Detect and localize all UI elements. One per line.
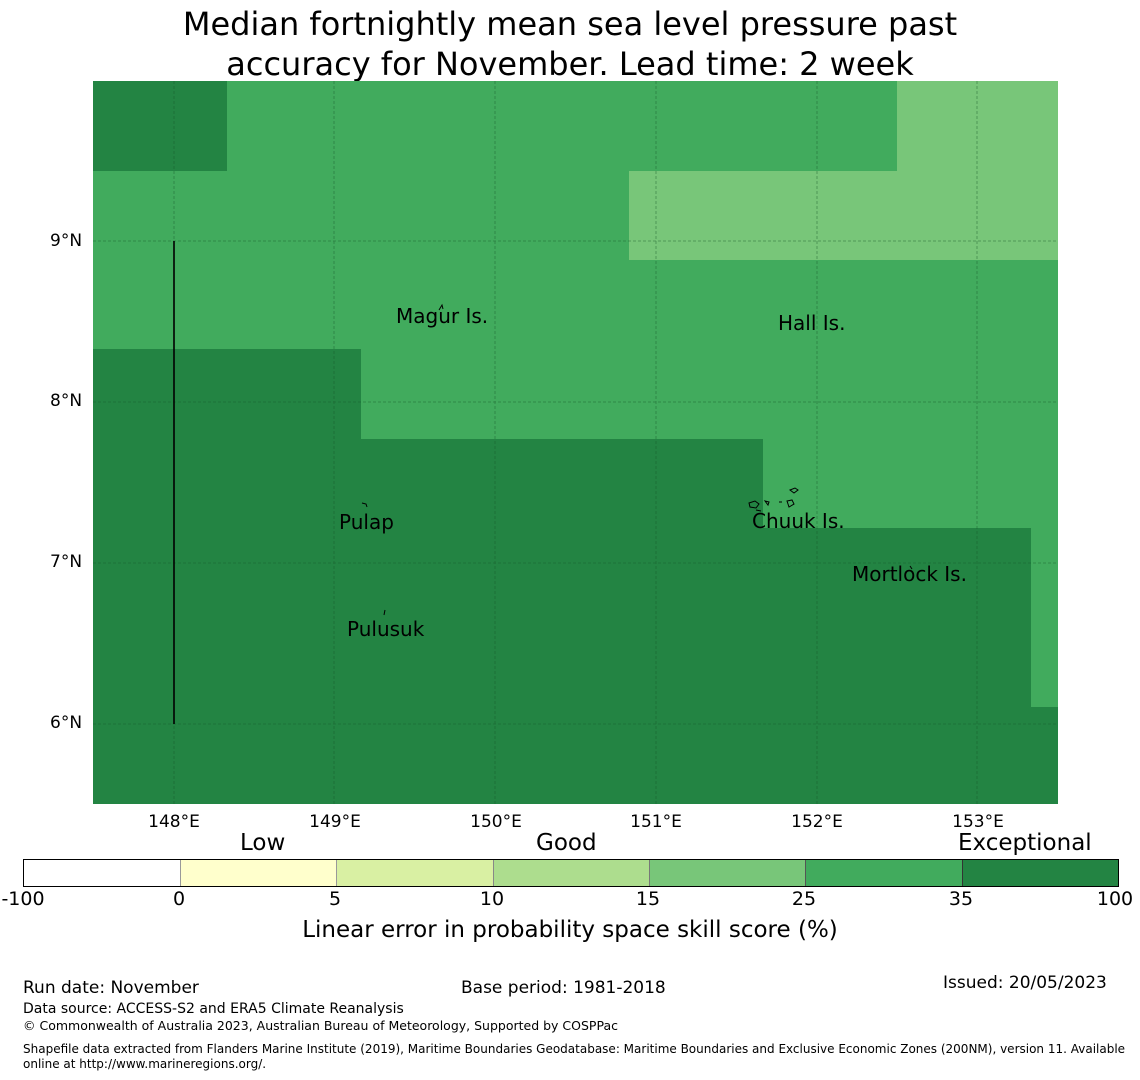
skill-region-good-east <box>763 439 1058 528</box>
island-label-pulusuk: Pulusuk <box>347 617 425 641</box>
issued-date: Issued: 20/05/2023 <box>943 973 1107 993</box>
colorbar-tick-0: -100 <box>1 888 45 910</box>
map-panel: Magur Is. Hall Is. Pulap Chuuk Is. Mortl… <box>93 81 1058 804</box>
skill-region-good-ne-band <box>629 171 1058 260</box>
colorbar-tick-5: 25 <box>791 888 817 910</box>
lon-tick-151: 151°E <box>630 812 682 832</box>
skill-region-good-ne <box>897 81 1058 171</box>
title-line-2: accuracy for November. Lead time: 2 week <box>226 45 914 83</box>
base-period: Base period: 1981-2018 <box>461 978 666 998</box>
colorbar-segment-1 <box>24 860 180 886</box>
map-overlay <box>93 81 1058 804</box>
lat-tick-8: 8°N <box>50 391 83 411</box>
data-source: Data source: ACCESS-S2 and ERA5 Climate … <box>23 1001 404 1017</box>
colorbar-segment-4 <box>493 860 649 886</box>
lat-tick-7: 7°N <box>50 552 83 572</box>
category-good: Good <box>536 830 597 856</box>
lon-tick-153: 153°E <box>952 812 1004 832</box>
colorbar-label: Linear error in probability space skill … <box>302 917 838 943</box>
lon-tick-150: 150°E <box>470 812 522 832</box>
colorbar-tick-7: 100 <box>1096 888 1134 910</box>
lon-tick-148: 148°E <box>148 812 200 832</box>
colorbar-tick-4: 15 <box>635 888 661 910</box>
category-exceptional: Exceptional <box>958 830 1092 856</box>
colorbar-tick-1: 0 <box>172 888 186 910</box>
island-label-chuuk: Chuuk Is. <box>752 509 845 533</box>
skill-region-good-center <box>361 349 1058 439</box>
chuuk-reef-shape <box>748 487 799 512</box>
copyright: © Commonwealth of Australia 2023, Austra… <box>23 1018 618 1033</box>
colorbar-segment-3 <box>336 860 493 886</box>
shapefile-credit-line-1: Shapefile data extracted from Flanders M… <box>23 1042 1126 1056</box>
colorbar-tick-2: 5 <box>328 888 342 910</box>
colorbar-tick-6: 35 <box>948 888 974 910</box>
lon-tick-149: 149°E <box>309 812 361 832</box>
shapefile-credit-line-2: online at http://www.marineregions.org/. <box>23 1057 267 1071</box>
skill-region-exceptional-nw <box>93 81 227 171</box>
island-label-magur: Magur Is. <box>396 304 489 328</box>
island-label-hall: Hall Is. <box>778 311 846 335</box>
island-label-pulap: Pulap <box>339 510 394 534</box>
run-date: Run date: November <box>23 978 199 998</box>
skill-region-good-east-strip <box>1031 528 1058 707</box>
island-label-mortlock: Mortlock Is. <box>852 562 967 586</box>
colorbar <box>23 859 1119 887</box>
magur-island-shape <box>438 303 444 311</box>
colorbar-segment-5 <box>649 860 805 886</box>
chart-title: Median fortnightly mean sea level pressu… <box>0 4 1140 84</box>
pulusuk-island-shape <box>383 609 386 616</box>
lat-tick-9: 9°N <box>50 231 83 251</box>
colorbar-segment-6 <box>805 860 962 886</box>
colorbar-segment-2 <box>180 860 336 886</box>
mortlock-island-shape <box>909 565 913 570</box>
pulap-island-shape <box>361 502 368 508</box>
lat-tick-6: 6°N <box>50 713 83 733</box>
colorbar-tick-3: 10 <box>479 888 505 910</box>
category-low: Low <box>240 830 286 856</box>
lon-tick-152: 152°E <box>791 812 843 832</box>
colorbar-segment-7 <box>962 860 1118 886</box>
title-line-1: Median fortnightly mean sea level pressu… <box>182 5 958 43</box>
